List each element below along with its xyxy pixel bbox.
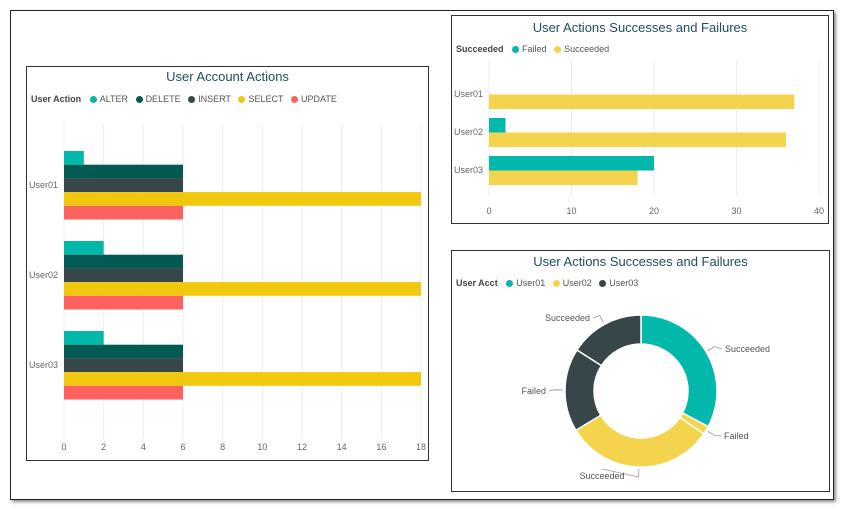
donut-leader-line [707, 430, 722, 437]
bar-user02-succeeded [489, 132, 786, 147]
legend-dot [290, 95, 298, 103]
x-tick-label: 12 [297, 442, 307, 452]
bar-user02-alter [64, 241, 104, 255]
x-tick-label: 4 [141, 442, 146, 452]
bar-user03-select [64, 372, 421, 386]
chart-title: User Actions Successes and Failures [533, 254, 748, 269]
x-tick-label: 2 [101, 442, 106, 452]
bar-user03-alter [64, 331, 104, 345]
bar-user03-delete [64, 344, 183, 359]
user-account-actions-chart[interactable]: User Account Actions User Action ALTER D… [26, 66, 429, 461]
x-tick-label: 10 [566, 206, 576, 216]
bar-user03-insert [64, 358, 183, 373]
legend-dot [554, 45, 562, 53]
chart-legend: User Action ALTER DELETE INSERT SELECT U… [31, 94, 342, 104]
x-tick-label: 18 [416, 442, 426, 452]
x-tick-label: 20 [649, 206, 659, 216]
donut-label-user02-succeeded: Succeeded [579, 471, 624, 481]
legend-dot [135, 95, 143, 103]
x-tick-label: 40 [814, 206, 824, 216]
bar-user01-succeeded [489, 94, 795, 109]
actions-plot: 0 2 4 6 8 10 12 14 16 18 User01 User02 User03 [29, 125, 426, 452]
donut-label-user01-succeeded: Succeeded [725, 344, 770, 354]
legend-item-user01[interactable]: User01 [506, 278, 545, 288]
donut-leader-line [548, 389, 564, 392]
x-tick-label: 14 [337, 442, 347, 452]
legend-dot [512, 45, 520, 53]
bar-user02-failed [489, 118, 506, 133]
x-tick-label: 10 [257, 442, 267, 452]
bar-user03-failed [489, 156, 654, 171]
legend-item-user02[interactable]: User02 [552, 278, 592, 288]
chart-title: User Account Actions [166, 69, 289, 84]
legend-title: Succeeded [456, 44, 504, 54]
legend-item-select[interactable]: SELECT [238, 94, 283, 104]
legend-dot [552, 279, 560, 287]
chart-legend: User Acct User01 User02 User03 [456, 278, 643, 288]
donut-slice-user01-succeeded [640, 314, 718, 428]
donut-leader-line [592, 315, 604, 323]
bar-user01-delete [64, 164, 183, 179]
legend-item-alter[interactable]: ALTER [89, 94, 128, 104]
x-tick-label: 8 [220, 442, 225, 452]
legend-item-update[interactable]: UPDATE [290, 94, 337, 104]
x-tick-label: 16 [376, 442, 386, 452]
category-label-user03: User03 [454, 165, 483, 175]
donut-slice-user02-succeeded [574, 414, 705, 468]
success-failure-donut-chart[interactable]: User Actions Successes and Failures User… [451, 250, 830, 492]
bar-user01-alter [64, 151, 84, 165]
x-tick-label: 6 [180, 442, 185, 452]
donut-leader-line [707, 346, 723, 352]
legend-dot [506, 279, 514, 287]
legend-dot [238, 95, 246, 103]
category-label-user01: User01 [29, 180, 58, 190]
bar-user02-delete [64, 254, 183, 269]
legend-item-user03[interactable]: User03 [599, 278, 638, 288]
bar-user01-update [64, 205, 183, 220]
donut-label-user03-failed: Failed [521, 386, 546, 396]
bar-user02-select [64, 282, 421, 296]
donut-label-user02-failed: Failed [724, 431, 749, 441]
legend-item-insert[interactable]: INSERT [188, 94, 231, 104]
x-tick-label: 0 [61, 442, 66, 452]
bar-user01-select [64, 192, 421, 206]
legend-dot [89, 95, 97, 103]
bar-user01-insert [64, 178, 183, 193]
category-label-user02: User02 [454, 127, 483, 137]
legend-item-delete[interactable]: DELETE [135, 94, 181, 104]
category-label-user03: User03 [29, 360, 58, 370]
donut-plot: Succeeded Failed Succeeded Failed Succeeded [521, 313, 770, 481]
donut-slice-user03-succeeded [575, 314, 642, 367]
legend-dot [599, 279, 607, 287]
donut-label-user03-succeeded: Succeeded [545, 313, 590, 323]
success-failure-bar-chart[interactable]: User Actions Successes and Failures Succ… [451, 15, 829, 224]
success-bars-plot: 0 10 20 30 40 User01 User02 User03 [454, 60, 824, 216]
x-tick-label: 0 [486, 206, 491, 216]
legend-title: User Action [31, 94, 82, 104]
chart-title: User Actions Successes and Failures [532, 20, 748, 35]
x-tick-label: 30 [731, 206, 741, 216]
donut-leader-line [601, 468, 640, 478]
chart-legend: Succeeded Failed Succeeded [456, 44, 614, 54]
legend-item-succeeded[interactable]: Succeeded [554, 44, 609, 54]
legend-title: User Acct [456, 278, 498, 288]
bar-user03-update [64, 385, 183, 400]
legend-item-failed[interactable]: Failed [512, 44, 547, 54]
bar-user02-update [64, 295, 183, 310]
bar-user02-insert [64, 268, 183, 283]
category-label-user02: User02 [29, 270, 58, 280]
legend-dot [188, 95, 196, 103]
category-label-user01: User01 [454, 89, 483, 99]
bar-user03-succeeded [489, 170, 638, 185]
